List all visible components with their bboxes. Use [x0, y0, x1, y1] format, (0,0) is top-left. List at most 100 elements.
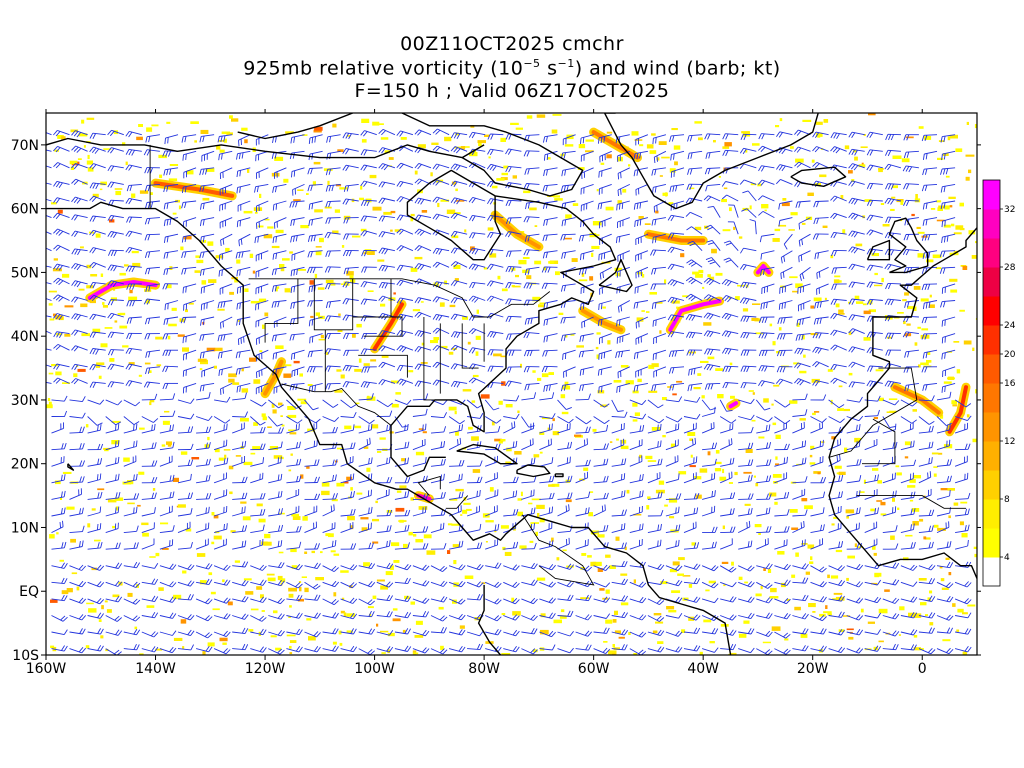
- wind-barb: [232, 492, 248, 500]
- vorticity-patch: [614, 630, 621, 634]
- vorticity-patch: [605, 554, 611, 558]
- vorticity-patch: [369, 174, 377, 179]
- vorticity-patch: [880, 501, 886, 506]
- wind-barb: [598, 382, 612, 393]
- vorticity-patch: [632, 390, 639, 394]
- wind-barb: [51, 507, 66, 517]
- vorticity-patch: [485, 520, 494, 523]
- wind-barb: [505, 333, 522, 340]
- wind-barb: [358, 437, 371, 451]
- vorticity-patch: [548, 484, 555, 487]
- vorticity-patch: [244, 288, 249, 292]
- vorticity-patch: [609, 441, 613, 443]
- vorticity-patch: [809, 462, 816, 465]
- wind-barb: [177, 473, 192, 484]
- wind-barb: [503, 629, 520, 637]
- vorticity-patch: [501, 381, 506, 386]
- vorticity-patch: [51, 364, 58, 367]
- vorticity-patch: [791, 574, 796, 578]
- wind-barb: [358, 423, 373, 434]
- vorticity-patch: [892, 497, 895, 502]
- vorticity-patch: [271, 403, 275, 408]
- vorticity-patch: [763, 568, 766, 571]
- wind-barb: [647, 458, 663, 467]
- vorticity-patch: [884, 589, 890, 592]
- wind-barb: [955, 492, 971, 500]
- wind-barb: [304, 476, 320, 484]
- wind-barb: [162, 349, 178, 356]
- wind-barb: [848, 381, 865, 388]
- vorticity-patch: [580, 597, 589, 599]
- wind-barb: [922, 300, 938, 310]
- vorticity-patch: [213, 514, 219, 519]
- vorticity-patch: [697, 373, 702, 376]
- wind-barb: [941, 283, 956, 294]
- vorticity-patch: [131, 250, 139, 254]
- vorticity-patch: [337, 149, 344, 152]
- vorticity-patch: [669, 516, 675, 519]
- wind-barb: [702, 458, 717, 467]
- wind-barb: [195, 538, 209, 550]
- wind-barb: [523, 331, 540, 339]
- wind-barb: [593, 458, 609, 467]
- wind-barb: [268, 579, 285, 587]
- vorticity-patch: [134, 626, 138, 630]
- wind-barb: [900, 564, 918, 571]
- colorbar-label: 28: [1004, 263, 1016, 273]
- wind-barb: [164, 300, 179, 311]
- vorticity-patch: [890, 535, 895, 540]
- wind-barb: [105, 562, 123, 569]
- wind-barb: [828, 438, 842, 451]
- wind-barb: [719, 565, 737, 573]
- wind-barb: [450, 297, 468, 304]
- wind-barb: [51, 442, 67, 451]
- wind-barb: [665, 564, 683, 572]
- vorticity-patch: [913, 635, 918, 638]
- wind-barb: [46, 348, 52, 351]
- vorticity-patch: [142, 532, 149, 537]
- wind-barb: [503, 614, 520, 621]
- vorticity-patch: [414, 256, 423, 260]
- wind-barb: [722, 347, 739, 355]
- wind-barb: [738, 628, 755, 635]
- wind-barb: [105, 423, 120, 434]
- vorticity-patch: [694, 476, 702, 480]
- vorticity-patch: [304, 587, 309, 593]
- wind-barb: [324, 266, 341, 273]
- wind-barb: [616, 266, 630, 278]
- wind-barb: [340, 581, 358, 589]
- vorticity-patch: [339, 187, 348, 190]
- vorticity-patch: [48, 372, 54, 375]
- title-exponent-2: −1: [557, 57, 575, 70]
- vorticity-patch: [807, 192, 814, 196]
- vorticity-patch: [415, 451, 425, 456]
- wind-barb: [792, 563, 809, 570]
- vorticity-patch: [722, 229, 731, 232]
- wind-barb: [647, 646, 665, 653]
- vorticity-patch: [659, 175, 663, 177]
- vorticity-patch: [596, 189, 599, 192]
- vorticity-patch: [229, 115, 233, 119]
- wind-barb: [521, 648, 538, 655]
- vorticity-patch: [278, 402, 283, 406]
- wind-barb: [900, 541, 916, 550]
- wind-barb: [701, 647, 719, 653]
- vorticity-patch: [699, 651, 703, 655]
- wind-barb: [918, 564, 936, 571]
- vorticity-patch: [901, 158, 910, 163]
- wind-barb: [810, 596, 827, 603]
- wind-barb: [665, 439, 679, 451]
- vorticity-patch: [152, 488, 156, 491]
- wind-barb: [159, 612, 177, 619]
- vorticity-patch: [57, 209, 63, 214]
- vorticity-patch: [552, 114, 562, 116]
- wind-barb: [376, 611, 393, 618]
- wind-barb: [936, 596, 954, 603]
- wind-barb: [703, 312, 721, 320]
- wind-barb: [560, 283, 576, 292]
- wind-barb: [830, 329, 847, 336]
- wind-barb: [702, 627, 719, 635]
- wind-barb: [810, 581, 827, 588]
- vorticity-patch: [522, 257, 530, 259]
- wind-barb: [87, 416, 103, 426]
